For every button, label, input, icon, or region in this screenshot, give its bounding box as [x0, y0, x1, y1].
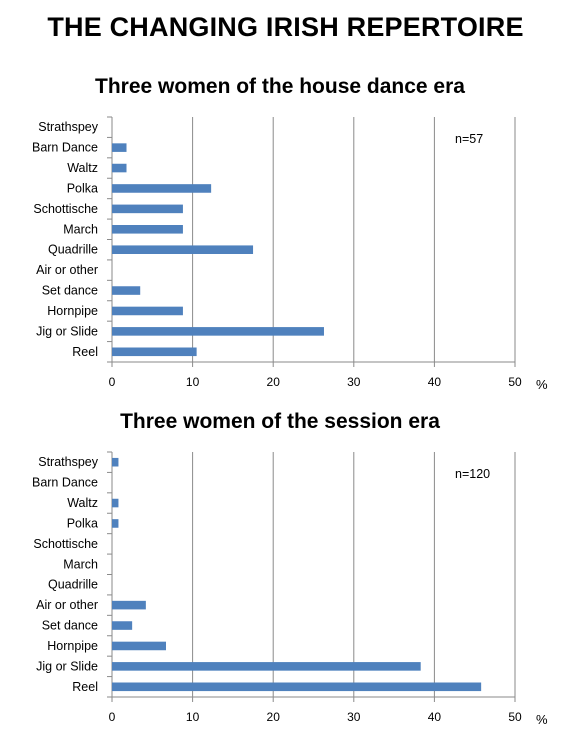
- bar-polka: [112, 519, 119, 528]
- category-label: Quadrille: [48, 578, 98, 592]
- category-label: Hornpipe: [47, 304, 98, 318]
- bar-reel: [112, 347, 197, 357]
- category-label: March: [63, 557, 98, 571]
- category-label: Strathspey: [38, 455, 99, 469]
- category-label: Barn Dance: [32, 476, 98, 490]
- unit-label: %: [536, 377, 548, 392]
- category-label: Strathspey: [38, 120, 99, 134]
- unit-label: %: [536, 712, 548, 727]
- x-tick-label: 40: [428, 710, 442, 724]
- x-tick-label: 20: [267, 375, 281, 389]
- bar-jig-or-slide: [112, 662, 421, 671]
- x-tick-label: 0: [109, 710, 116, 724]
- category-label: Schottische: [33, 537, 98, 551]
- category-label: Jig or Slide: [36, 324, 98, 338]
- chart-title-house-dance-era: Three women of the house dance era: [95, 75, 465, 98]
- category-label: Waltz: [67, 161, 98, 175]
- bar-reel: [112, 682, 482, 692]
- category-label: Air or other: [36, 598, 98, 612]
- bar-set-dance: [112, 621, 133, 630]
- x-tick-label: 50: [508, 710, 522, 724]
- bar-chart-house-dance-era: Strathspey Barn Dance Waltz Polka Schottisch…: [32, 116, 548, 392]
- x-tick-label: 50: [508, 375, 522, 389]
- category-label: Reel: [72, 345, 98, 359]
- category-label: Hornpipe: [47, 639, 98, 653]
- bar-chart-session-era: Strathspey Barn Dance Waltz Polka Schottisch…: [32, 451, 548, 727]
- category-label: Quadrille: [48, 243, 98, 257]
- category-label: Polka: [67, 181, 98, 195]
- bar-waltz: [112, 498, 119, 508]
- bar-waltz: [112, 163, 127, 173]
- sample-size-annotation: n=57: [455, 132, 483, 146]
- page-title: THE CHANGING IRISH REPERTOIRE: [47, 12, 524, 42]
- category-label: Air or other: [36, 263, 98, 277]
- category-label: Schottische: [33, 202, 98, 216]
- x-tick-label: 20: [267, 710, 281, 724]
- x-tick-label: 30: [347, 375, 361, 389]
- x-tick-label: 10: [186, 375, 200, 389]
- x-tick-label: 10: [186, 710, 200, 724]
- category-label: Reel: [72, 680, 98, 694]
- x-tick-label: 0: [109, 375, 116, 389]
- bar-polka: [112, 184, 212, 193]
- chart-title-session-era: Three women of the session era: [120, 410, 440, 433]
- bar-air-or-other: [112, 600, 146, 610]
- bar-march: [112, 225, 183, 234]
- bar-quadrille: [112, 245, 254, 254]
- bar-set-dance: [112, 286, 141, 295]
- x-tick-label: 30: [347, 710, 361, 724]
- bar-barn-dance: [112, 143, 127, 152]
- bar-jig-or-slide: [112, 327, 324, 336]
- sample-size-annotation: n=120: [455, 467, 490, 481]
- x-tick-label: 40: [428, 375, 442, 389]
- bar-hornpipe: [112, 306, 183, 316]
- bar-hornpipe: [112, 641, 167, 651]
- category-label: Set dance: [42, 284, 98, 298]
- category-label: Jig or Slide: [36, 659, 98, 673]
- bar-strathspey: [112, 457, 119, 467]
- category-label: Waltz: [67, 496, 98, 510]
- category-label: March: [63, 222, 98, 236]
- category-label: Set dance: [42, 619, 98, 633]
- bar-schottische: [112, 204, 183, 214]
- category-label: Polka: [67, 516, 98, 530]
- category-label: Barn Dance: [32, 141, 98, 155]
